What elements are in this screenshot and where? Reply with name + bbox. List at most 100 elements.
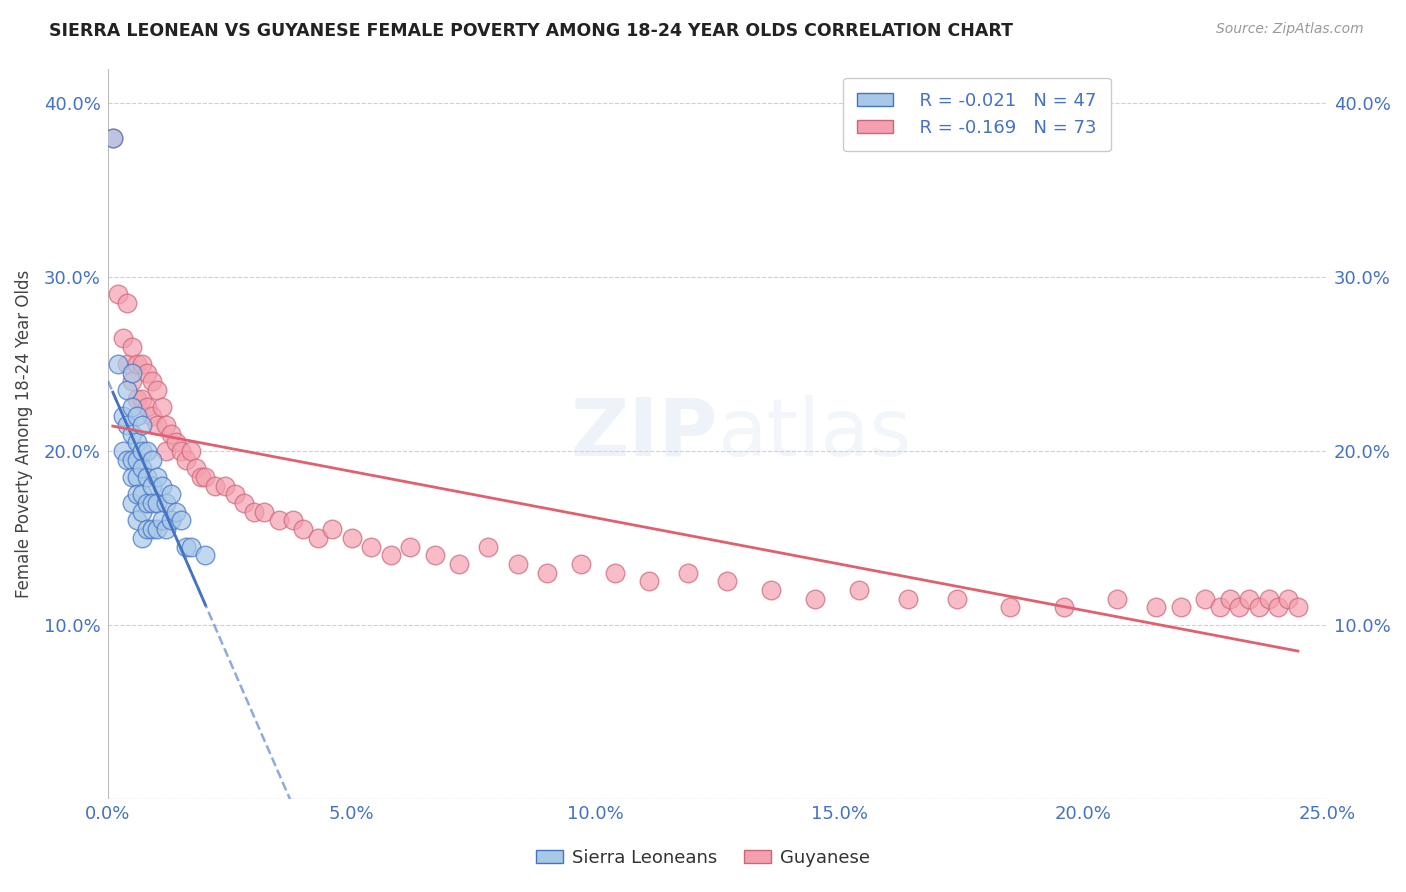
Point xyxy=(141,375,163,389)
Point xyxy=(131,357,153,371)
Point xyxy=(1194,591,1216,606)
Point xyxy=(145,383,167,397)
Point xyxy=(136,401,159,415)
Point xyxy=(1286,600,1309,615)
Point xyxy=(1267,600,1289,615)
Point xyxy=(1219,591,1241,606)
Point xyxy=(945,591,967,606)
Point xyxy=(848,582,870,597)
Point xyxy=(307,531,329,545)
Point xyxy=(716,574,738,589)
Point xyxy=(243,505,266,519)
Point xyxy=(121,366,143,380)
Point xyxy=(897,591,920,606)
Point xyxy=(145,470,167,484)
Point xyxy=(1247,600,1270,615)
Point xyxy=(233,496,256,510)
Point xyxy=(165,435,187,450)
Point xyxy=(145,522,167,536)
Point xyxy=(180,540,202,554)
Text: ZIP: ZIP xyxy=(571,394,717,473)
Point xyxy=(121,375,143,389)
Point xyxy=(141,409,163,424)
Point xyxy=(1146,600,1168,615)
Point xyxy=(267,513,290,527)
Point xyxy=(170,513,193,527)
Y-axis label: Female Poverty Among 18-24 Year Olds: Female Poverty Among 18-24 Year Olds xyxy=(15,269,32,598)
Point xyxy=(127,357,149,371)
Point xyxy=(121,470,143,484)
Point xyxy=(340,531,363,545)
Point xyxy=(101,131,124,145)
Point xyxy=(127,470,149,484)
Point xyxy=(141,452,163,467)
Point xyxy=(1053,600,1076,615)
Point xyxy=(121,496,143,510)
Point xyxy=(111,331,134,345)
Point xyxy=(253,505,276,519)
Point xyxy=(117,296,139,310)
Point xyxy=(131,505,153,519)
Point xyxy=(1209,600,1232,615)
Point xyxy=(804,591,827,606)
Point xyxy=(1237,591,1260,606)
Point xyxy=(155,522,177,536)
Point xyxy=(360,540,382,554)
Point xyxy=(121,340,143,354)
Point xyxy=(141,478,163,492)
Point xyxy=(127,435,149,450)
Point xyxy=(121,426,143,441)
Point xyxy=(131,531,153,545)
Point xyxy=(127,392,149,406)
Point xyxy=(127,487,149,501)
Text: Source: ZipAtlas.com: Source: ZipAtlas.com xyxy=(1216,22,1364,37)
Point xyxy=(117,452,139,467)
Point xyxy=(423,548,446,562)
Point xyxy=(160,426,183,441)
Point xyxy=(399,540,422,554)
Point xyxy=(127,452,149,467)
Point xyxy=(117,357,139,371)
Point xyxy=(145,417,167,432)
Point xyxy=(1170,600,1192,615)
Point xyxy=(131,392,153,406)
Point xyxy=(121,401,143,415)
Legend: Sierra Leoneans, Guyanese: Sierra Leoneans, Guyanese xyxy=(529,842,877,874)
Point xyxy=(150,478,173,492)
Point xyxy=(380,548,402,562)
Point xyxy=(131,461,153,475)
Point xyxy=(214,478,236,492)
Point xyxy=(1257,591,1279,606)
Point xyxy=(224,487,246,501)
Point xyxy=(283,513,305,527)
Point xyxy=(184,461,207,475)
Point xyxy=(536,566,558,580)
Point xyxy=(155,444,177,458)
Point xyxy=(155,417,177,432)
Point xyxy=(321,522,343,536)
Point xyxy=(165,505,187,519)
Point xyxy=(1107,591,1129,606)
Point xyxy=(131,487,153,501)
Text: atlas: atlas xyxy=(717,394,912,473)
Point xyxy=(131,444,153,458)
Point xyxy=(180,444,202,458)
Point xyxy=(569,557,592,571)
Point xyxy=(121,452,143,467)
Point xyxy=(117,383,139,397)
Point xyxy=(174,540,197,554)
Point xyxy=(136,496,159,510)
Point xyxy=(449,557,471,571)
Point xyxy=(204,478,226,492)
Point xyxy=(194,470,217,484)
Point xyxy=(998,600,1021,615)
Point xyxy=(477,540,499,554)
Legend:   R = -0.021   N = 47,   R = -0.169   N = 73: R = -0.021 N = 47, R = -0.169 N = 73 xyxy=(844,78,1111,152)
Point xyxy=(150,513,173,527)
Point xyxy=(638,574,661,589)
Point xyxy=(194,548,217,562)
Point xyxy=(506,557,529,571)
Point xyxy=(155,496,177,510)
Point xyxy=(141,496,163,510)
Point xyxy=(1277,591,1299,606)
